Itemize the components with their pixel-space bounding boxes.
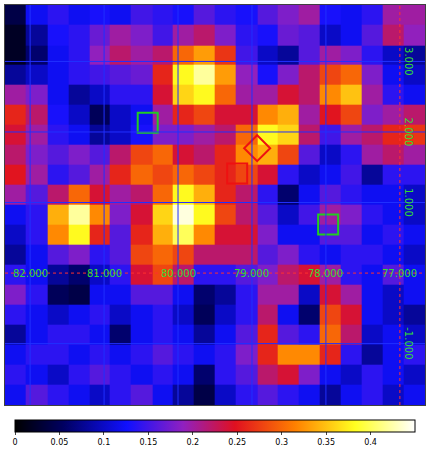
svg-text:0.35: 0.35 (317, 438, 335, 447)
svg-text:2.000: 2.000 (403, 118, 414, 147)
svg-text:79.000: 79.000 (234, 268, 269, 279)
svg-text:0.4: 0.4 (364, 438, 377, 447)
svg-text:80.000: 80.000 (161, 268, 196, 279)
svg-text:82.000: 82.000 (13, 268, 48, 279)
svg-text:0.2: 0.2 (186, 438, 199, 447)
svg-text:78.000: 78.000 (308, 268, 343, 279)
svg-text:0.3: 0.3 (275, 438, 288, 447)
svg-text:0.25: 0.25 (228, 438, 246, 447)
svg-text:1.000: 1.000 (403, 188, 414, 217)
svg-text:0.15: 0.15 (139, 438, 157, 447)
svg-text:3.000: 3.000 (403, 47, 414, 76)
svg-text:-1.000: -1.000 (403, 327, 414, 359)
svg-text:0.1: 0.1 (98, 438, 111, 447)
svg-text:0.05: 0.05 (51, 438, 69, 447)
svg-text:0: 0 (12, 438, 17, 447)
svg-text:81.000: 81.000 (87, 268, 122, 279)
svg-text:77.000: 77.000 (382, 268, 417, 279)
